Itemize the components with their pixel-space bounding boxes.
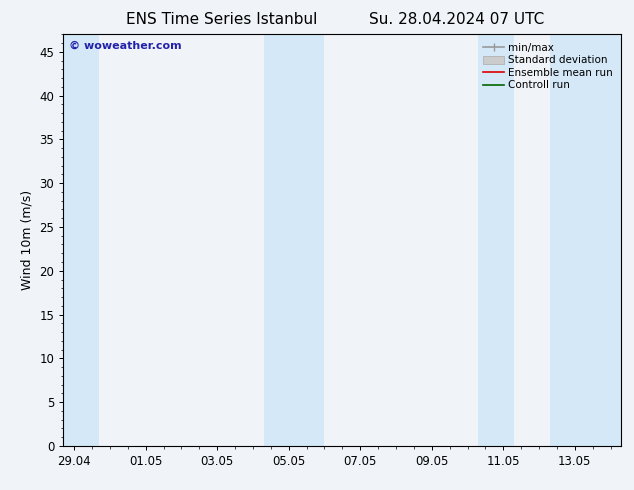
Bar bbox=[550, 34, 621, 446]
Bar bbox=[288, 34, 325, 446]
Text: ENS Time Series Istanbul: ENS Time Series Istanbul bbox=[126, 12, 318, 27]
Bar bbox=[264, 34, 288, 446]
Y-axis label: Wind 10m (m/s): Wind 10m (m/s) bbox=[21, 190, 34, 290]
Text: Su. 28.04.2024 07 UTC: Su. 28.04.2024 07 UTC bbox=[369, 12, 544, 27]
Text: © woweather.com: © woweather.com bbox=[69, 41, 181, 50]
Bar bbox=[478, 34, 514, 446]
Bar bbox=[63, 34, 99, 446]
Legend: min/max, Standard deviation, Ensemble mean run, Controll run: min/max, Standard deviation, Ensemble me… bbox=[480, 40, 616, 94]
